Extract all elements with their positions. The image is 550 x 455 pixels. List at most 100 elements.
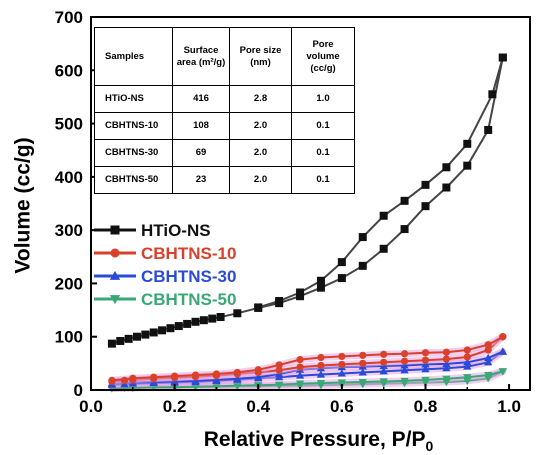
table-cell: 2.0 bbox=[229, 166, 292, 194]
data-point-triangle-down bbox=[442, 375, 451, 383]
data-point-triangle-up bbox=[463, 358, 472, 366]
data-point-triangle-up bbox=[337, 369, 346, 377]
data-point-circle bbox=[463, 346, 471, 354]
data-point-triangle-down bbox=[275, 381, 284, 389]
data-point-square bbox=[216, 312, 225, 321]
series-line-adsorption bbox=[111, 57, 504, 345]
data-point-square bbox=[166, 324, 175, 333]
table-header-cell: Surface area (m²/g) bbox=[172, 27, 230, 86]
data-point-circle bbox=[359, 359, 367, 367]
data-point-circle bbox=[254, 366, 262, 374]
data-point-triangle-up bbox=[379, 367, 388, 375]
legend-item-htio-ns: HTiO-NS bbox=[94, 221, 211, 240]
data-point-triangle-up bbox=[498, 347, 507, 355]
data-point-square bbox=[116, 336, 125, 345]
data-point-triangle-up bbox=[212, 375, 221, 383]
table-cell: 23 bbox=[172, 166, 230, 194]
legend-item-cbhtns-30: CBHTNS-30 bbox=[94, 267, 236, 286]
table-header-cell: Pore size (nm) bbox=[229, 27, 292, 86]
data-point-triangle-up bbox=[191, 376, 200, 385]
data-point-square bbox=[442, 183, 451, 192]
data-point-circle bbox=[484, 341, 492, 349]
data-point-square bbox=[275, 297, 284, 306]
data-point-circle bbox=[296, 356, 304, 364]
data-point-circle bbox=[338, 360, 346, 369]
table-row: CBHTNS-50 23 2.0 0.1 bbox=[94, 166, 355, 194]
x-axis-title-main: Relative Pressure, P/P bbox=[204, 428, 426, 451]
data-point-square bbox=[358, 233, 367, 242]
data-point-circle bbox=[275, 366, 283, 374]
y-tick-label: 200 bbox=[55, 274, 83, 293]
data-point-circle bbox=[108, 376, 116, 385]
y-tick-label: 400 bbox=[55, 168, 83, 187]
data-point-triangle-down bbox=[484, 372, 493, 380]
data-point-square bbox=[149, 328, 158, 337]
data-point-circle bbox=[120, 376, 129, 385]
data-point-circle bbox=[400, 350, 409, 358]
data-point-square bbox=[208, 314, 217, 323]
x-axis-title: Relative Pressure, P/P0 bbox=[204, 428, 434, 454]
data-point-triangle-down bbox=[358, 378, 367, 387]
plot-frame bbox=[90, 16, 531, 391]
data-point-square bbox=[199, 316, 208, 325]
data-point-circle bbox=[380, 350, 388, 358]
x-tick-label: 0.0 bbox=[79, 397, 103, 416]
table-cell: 1.0 bbox=[291, 85, 355, 113]
data-point-circle bbox=[233, 368, 241, 377]
data-point-triangle-up bbox=[295, 371, 305, 379]
data-point-triangle-down bbox=[379, 378, 388, 386]
x-axis-title-subscript: 0 bbox=[426, 438, 434, 454]
data-point-triangle-down bbox=[400, 377, 409, 386]
table-cell: HTiO-NS bbox=[94, 85, 173, 113]
data-point-triangle-down bbox=[295, 380, 305, 388]
y-tick-label: 100 bbox=[55, 328, 83, 347]
data-point-triangle-up bbox=[442, 359, 451, 367]
data-point-circle bbox=[338, 352, 346, 361]
data-point-circle bbox=[212, 370, 221, 378]
legend-item-cbhtns-50: CBHTNS-50 bbox=[94, 290, 236, 309]
x-tick-label: 0.6 bbox=[330, 397, 354, 416]
data-point-circle bbox=[150, 373, 158, 381]
data-point-triangle-down bbox=[316, 380, 326, 388]
table-cell: 0.1 bbox=[291, 139, 355, 167]
data-point-triangle-down bbox=[498, 368, 507, 376]
legend: HTiO-NS CBHTNS-10 CBHTNS-30 CBHTNS-50 bbox=[94, 221, 236, 309]
data-point-triangle-up bbox=[358, 368, 367, 376]
data-point-triangle-down bbox=[109, 295, 121, 305]
table-row: CBHTNS-30 69 2.0 0.1 bbox=[94, 139, 355, 167]
data-point-square bbox=[400, 196, 409, 205]
data-point-triangle-up bbox=[421, 365, 430, 373]
data-point-square bbox=[337, 274, 346, 283]
y-tick-label: 700 bbox=[55, 8, 83, 27]
data-point-triangle-down bbox=[337, 379, 346, 387]
table-cell: CBHTNS-10 bbox=[94, 112, 173, 140]
data-point-circle bbox=[359, 351, 367, 359]
ticks-layer: 0 100 200 300 400 500 600 700 0.0 0.2 0.4 0.6 0.8 1.0 bbox=[55, 8, 521, 416]
data-point-square bbox=[488, 90, 497, 99]
table-cell: 108 bbox=[172, 112, 230, 140]
table-cell: 0.1 bbox=[291, 112, 355, 140]
data-point-square bbox=[379, 211, 388, 220]
data-point-triangle-up bbox=[316, 370, 326, 378]
data-point-triangle-up bbox=[442, 364, 451, 372]
data-point-square bbox=[337, 258, 346, 267]
data-point-circle bbox=[275, 361, 283, 369]
x-tick-label: 0.4 bbox=[246, 397, 270, 416]
data-point-square bbox=[254, 303, 263, 312]
data-point-triangle-up bbox=[484, 353, 493, 362]
data-point-triangle-down bbox=[421, 376, 430, 385]
data-point-triangle-up bbox=[421, 360, 430, 368]
data-point-square bbox=[316, 276, 325, 285]
data-point-square bbox=[358, 261, 367, 270]
series-cbhtns-50 bbox=[107, 367, 507, 393]
data-point-square bbox=[463, 161, 472, 170]
data-point-square bbox=[400, 225, 409, 234]
y-tick-label: 300 bbox=[55, 221, 83, 240]
data-point-circle bbox=[171, 372, 179, 380]
legend-label: CBHTNS-10 bbox=[141, 244, 236, 263]
data-point-square bbox=[107, 339, 116, 348]
data-point-circle bbox=[442, 348, 450, 356]
data-point-square bbox=[296, 288, 305, 297]
data-point-triangle-down bbox=[212, 383, 221, 391]
data-point-triangle-down bbox=[463, 374, 472, 382]
